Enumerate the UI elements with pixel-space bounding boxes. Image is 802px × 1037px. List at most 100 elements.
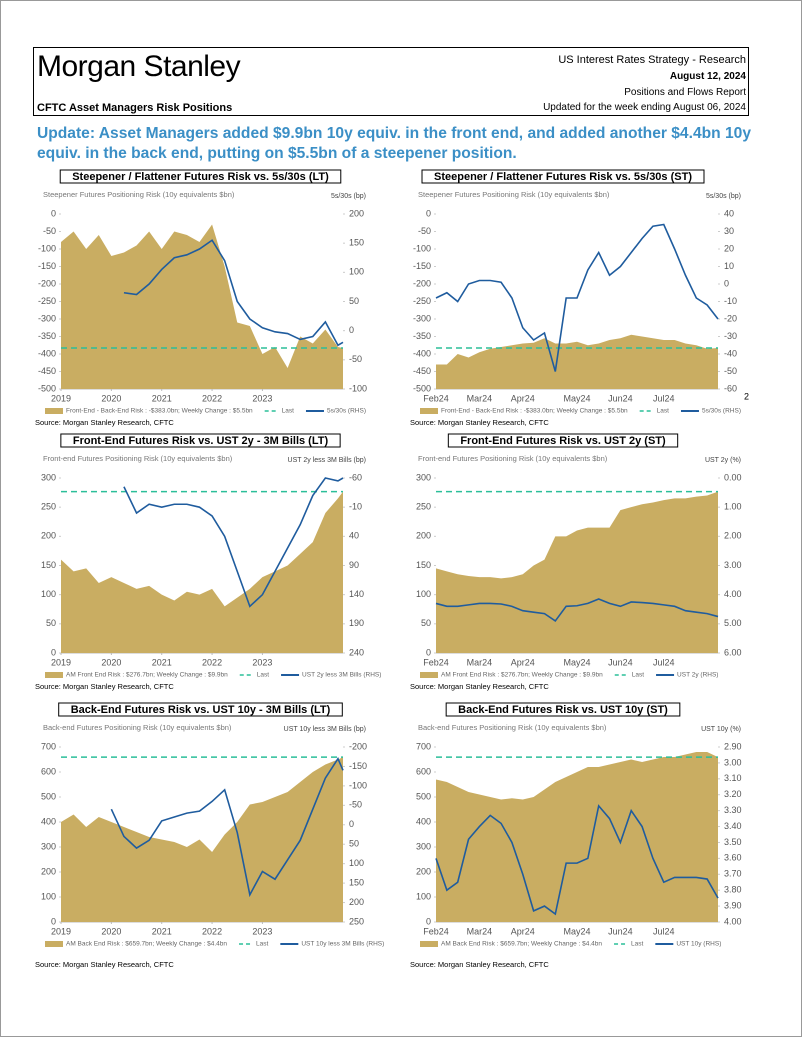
report-title: CFTC Asset Managers Risk Positions bbox=[37, 102, 233, 114]
x-tick-label: May24 bbox=[563, 926, 590, 936]
chart-title-box bbox=[447, 433, 679, 448]
y2-tick-label: -40 bbox=[724, 348, 737, 358]
y2-tick-label: -60 bbox=[349, 472, 362, 482]
y-tick-label: 300 bbox=[416, 472, 431, 482]
y2-tick-label: 3.00 bbox=[724, 757, 742, 767]
x-tick-label: 2023 bbox=[252, 657, 272, 667]
y2-axis-label: UST 2y (%) bbox=[705, 457, 741, 464]
x-tick-label: 2021 bbox=[152, 657, 172, 667]
y-tick-label: 100 bbox=[416, 891, 431, 901]
x-tick-label: 2022 bbox=[202, 926, 222, 936]
y2-tick-label: 3.50 bbox=[724, 837, 742, 847]
y-tick-label: -450 bbox=[413, 366, 431, 376]
y-axis-label: Back-end Futures Positioning Risk (10y e… bbox=[418, 723, 607, 732]
legend-swatch bbox=[45, 672, 63, 678]
y-axis-label: Steepener Futures Positioning Risk (10y … bbox=[43, 190, 235, 199]
x-tick-label: 2020 bbox=[101, 393, 121, 403]
y2-axis-label: UST 2y less 3M Bills (bp) bbox=[288, 457, 366, 464]
legend-swatch bbox=[45, 941, 63, 947]
chart-title: Steepener / Flattener Futures Risk vs. 5… bbox=[434, 171, 692, 183]
y-tick-label: -500 bbox=[413, 383, 431, 393]
chart-title: Steepener / Flattener Futures Risk vs. 5… bbox=[72, 171, 329, 183]
x-tick-label: 2021 bbox=[152, 393, 172, 403]
y2-tick-label: 240 bbox=[349, 647, 364, 657]
area bbox=[61, 491, 343, 653]
area bbox=[436, 334, 718, 389]
x-tick-label: 2022 bbox=[202, 393, 222, 403]
y-tick-label: 150 bbox=[416, 560, 431, 570]
legend-label: AM Front End Risk : $276.7bn; Weekly Cha… bbox=[66, 672, 228, 679]
header: Morgan Stanley CFTC Asset Managers Risk … bbox=[33, 47, 749, 116]
y-tick-label: 100 bbox=[416, 589, 431, 599]
y2-tick-label: 4.00 bbox=[724, 589, 742, 599]
y2-axis-label: 5s/30s (bp) bbox=[331, 193, 366, 200]
y-tick-label: -150 bbox=[38, 261, 56, 271]
y2-tick-label: 90 bbox=[349, 560, 359, 570]
x-tick-label: Apr24 bbox=[511, 926, 535, 936]
y-tick-label: 0 bbox=[51, 916, 56, 926]
y2-tick-label: 3.30 bbox=[724, 805, 742, 815]
x-tick-label: Mar24 bbox=[467, 657, 493, 667]
line bbox=[123, 239, 344, 347]
chart-source: Source: Morgan Stanley Research, CFTC bbox=[35, 682, 174, 691]
line bbox=[435, 598, 719, 623]
y2-tick-label: 3.00 bbox=[724, 560, 742, 570]
y2-tick-label: 2.00 bbox=[724, 531, 742, 541]
y2-tick-label: 150 bbox=[349, 877, 364, 887]
chart-source: Source: Morgan Stanley Research, CFTC bbox=[410, 418, 549, 427]
y-tick-label: -50 bbox=[418, 226, 431, 236]
y2-tick-label: 100 bbox=[349, 267, 364, 277]
y-tick-label: -350 bbox=[413, 331, 431, 341]
y2-tick-label: 0 bbox=[349, 819, 354, 829]
x-tick-label: 2019 bbox=[51, 926, 71, 936]
y2-tick-label: 50 bbox=[349, 839, 359, 849]
y2-tick-label: -100 bbox=[349, 383, 367, 393]
x-tick-label: 2023 bbox=[252, 393, 272, 403]
y-tick-label: -400 bbox=[38, 348, 56, 358]
x-tick-label: Apr24 bbox=[511, 657, 535, 667]
y-tick-label: -450 bbox=[38, 366, 56, 376]
chart-title: Front-End Futures Risk vs. UST 2y (ST) bbox=[460, 435, 666, 447]
legend-label: Last bbox=[282, 408, 294, 415]
legend-label: Last bbox=[632, 672, 644, 679]
y-tick-label: 100 bbox=[41, 589, 56, 599]
y2-tick-label: 10 bbox=[724, 261, 734, 271]
y2-tick-label: 0 bbox=[724, 278, 729, 288]
y-tick-label: -200 bbox=[413, 278, 431, 288]
chart-title-box bbox=[445, 702, 681, 717]
y2-tick-label: -10 bbox=[349, 502, 362, 512]
legend-label: Last bbox=[256, 941, 268, 948]
logo: Morgan Stanley bbox=[37, 50, 241, 83]
header-line: Updated for the week ending August 06, 2… bbox=[543, 102, 746, 113]
y-tick-label: 500 bbox=[416, 791, 431, 801]
chart-title: Back-End Futures Risk vs. UST 10y - 3M B… bbox=[71, 704, 331, 716]
y-tick-label: 0 bbox=[51, 647, 56, 657]
legend-label: Last bbox=[657, 408, 669, 415]
chart-title-box bbox=[58, 702, 343, 717]
y2-tick-label: 40 bbox=[349, 531, 359, 541]
y-tick-label: -150 bbox=[413, 261, 431, 271]
line bbox=[435, 223, 719, 372]
y2-tick-label: 3.70 bbox=[724, 869, 742, 879]
y2-tick-label: 2.90 bbox=[724, 741, 742, 751]
y2-tick-label: 0 bbox=[349, 325, 354, 335]
x-tick-label: Jul24 bbox=[653, 393, 675, 403]
x-tick-label: Jun24 bbox=[608, 393, 633, 403]
legend-swatch bbox=[420, 941, 438, 947]
y2-tick-label: 200 bbox=[349, 208, 364, 218]
y2-tick-label: -60 bbox=[724, 383, 737, 393]
y2-tick-label: -50 bbox=[349, 800, 362, 810]
x-tick-label: 2023 bbox=[252, 926, 272, 936]
y-tick-label: 0 bbox=[426, 208, 431, 218]
x-tick-label: Feb24 bbox=[423, 926, 449, 936]
legend-swatch bbox=[420, 672, 438, 678]
y-tick-label: -250 bbox=[413, 296, 431, 306]
x-tick-label: Feb24 bbox=[423, 657, 449, 667]
y-tick-label: 600 bbox=[416, 766, 431, 776]
y2-tick-label: 1.00 bbox=[724, 502, 742, 512]
y-tick-label: 250 bbox=[41, 502, 56, 512]
headline: Update: Asset Managers added $9.9bn 10y … bbox=[37, 125, 752, 162]
y-tick-label: -300 bbox=[38, 313, 56, 323]
legend-swatch bbox=[420, 408, 438, 414]
